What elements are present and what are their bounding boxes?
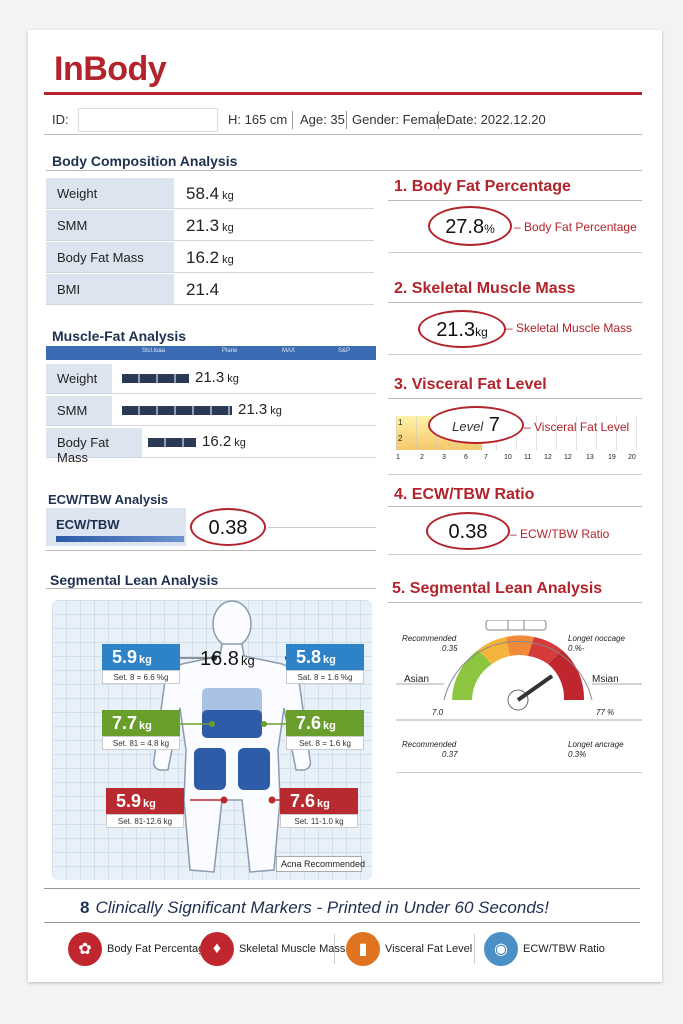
bca-title: Body Composition Analysis — [52, 153, 238, 169]
header-divider — [44, 92, 642, 95]
body-fat-title: 1. Body Fat Percentage — [394, 178, 571, 195]
visceral-scale: 1 2 3 6 7 10 11 12 12 13 19 20 — [396, 454, 636, 461]
mfa-bar — [122, 374, 189, 383]
left-arm-lean-box: 5.8 kg — [286, 644, 364, 670]
segmental-gauge-area: Recommended 0.35 Longet noccage 0.%- Asi… — [396, 620, 642, 770]
mfa-bar — [148, 438, 196, 447]
left-arm-lean-sub: Sat. 8 = 1.6 %g — [286, 670, 364, 684]
trunk-value: 16.8 kg — [200, 648, 255, 670]
mfa-header-bar: Stcl.loaa Plane MAX S&P — [46, 346, 376, 360]
marker-visceral-fat: ▮ Visceral Fat Level — [346, 930, 472, 968]
body-fat-tag: – Body Fat Percentage — [514, 220, 637, 234]
bca-row-body-fat-mass: Body Fat Mass 16.2 kg — [46, 242, 374, 273]
body-figure — [152, 600, 314, 873]
visceral-tag: – Visceral Fat Level — [524, 420, 630, 434]
right-arm-lean-box: 5.9 kg — [102, 644, 180, 670]
ecw-ratio-tag: – ECW/TBW Ratio — [510, 527, 610, 541]
bca-row-weight: Weight 58.4 kg — [46, 178, 374, 209]
water-icon: ◉ — [484, 932, 518, 966]
visceral-title: 3. Visceral Fat Level — [394, 376, 547, 393]
ecw-title: ECW/TBW Analysis — [48, 492, 169, 507]
segmental-title: Segmental Lean Analysis — [50, 572, 219, 588]
inbody-logo: InBody — [54, 50, 167, 88]
trunk-right-lean-box: 7.6 kg — [286, 710, 364, 736]
ecw-bar — [56, 536, 184, 542]
trunk-right-lean-sub: Set. 8 = 1.6 kg — [286, 736, 364, 750]
inbody-result-sheet: InBody ID: H: 165 cm Age: 35 Gender: Fem… — [28, 30, 662, 982]
patient-info-row: ID: H: 165 cm Age: 35 Gender: Female Dat… — [44, 108, 642, 134]
ecw-label-box: ECW/TBW — [46, 508, 186, 546]
ecw-value-oval: 0.38 — [190, 508, 266, 546]
segmental-right-title: 5. Segmental Lean Analysis — [392, 580, 603, 597]
info-divider — [44, 134, 642, 135]
segmental-legend: Acna Recommended — [276, 856, 365, 872]
marker-skeletal-muscle: ♦ Skeletal Muscle Mass — [200, 930, 345, 968]
smm-tag: – Skeletal Muscle Mass — [506, 321, 633, 335]
right-leg-lean-sub: Set. 81-12.6 kg — [106, 814, 184, 828]
body-fat-icon: ✿ — [68, 932, 102, 966]
bar-chart-icon: ▮ — [346, 932, 380, 966]
visceral-oval: Level 7 — [428, 406, 524, 444]
mfa-title: Muscle-Fat Analysis — [52, 328, 187, 344]
right-leg-lean-box: 5.9 kg — [106, 788, 184, 814]
bca-row-smm: SMM 21.3 kg — [46, 210, 374, 241]
marker-ecw-tbw: ◉ ECW/TBW Ratio — [484, 930, 605, 968]
body-fat-oval: 27.8% — [428, 206, 512, 246]
smm-oval: 21.3kg — [418, 310, 506, 348]
mfa-bar — [122, 406, 232, 415]
left-leg-lean-box: 7.6 kg — [280, 788, 358, 814]
ecw-ratio-title: 4. ECW/TBW Ratio — [394, 486, 535, 503]
bca-row-bmi: BMI 21.4 — [46, 274, 374, 305]
trunk-left-lean-box: 7.7 kg — [102, 710, 180, 736]
left-leg-lean-sub: Set. 11-1.0 kg — [280, 814, 358, 828]
muscle-icon: ♦ — [200, 932, 234, 966]
age-value: Age: 35 — [300, 112, 345, 127]
ecw-ratio-oval: 0.38 — [426, 512, 510, 550]
right-arm-lean-sub: Set. 8 = 6.6 %g — [102, 670, 180, 684]
gender-value: Gender: Female — [352, 112, 446, 127]
trunk-left-lean-sub: Set. 81 = 4.8 kg — [102, 736, 180, 750]
mfa-row-body-fat-mass: Body Fat Mass 16.2 kg — [46, 428, 376, 465]
date-value: Date: 2022.12.20 — [446, 112, 546, 127]
marker-body-fat: ✿ Body Fat Percentage — [68, 930, 210, 968]
smm-title: 2. Skeletal Muscle Mass — [394, 280, 576, 297]
id-field[interactable] — [78, 108, 218, 132]
height-value: H: 165 cm — [228, 112, 288, 127]
semi-gauge — [396, 620, 642, 721]
footer-title: 8 Clinically Significant Markers - Printe… — [80, 898, 549, 917]
mfa-row-smm: SMM 21.3 kg — [46, 396, 376, 426]
segmental-panel: 16.8 kg 5.9 kg Set. 8 = 6.6 %g 5.8 kg Sat. … — [52, 600, 372, 880]
id-label: ID: — [52, 112, 69, 127]
mfa-row-weight: Weight 21.3 kg — [46, 364, 376, 394]
